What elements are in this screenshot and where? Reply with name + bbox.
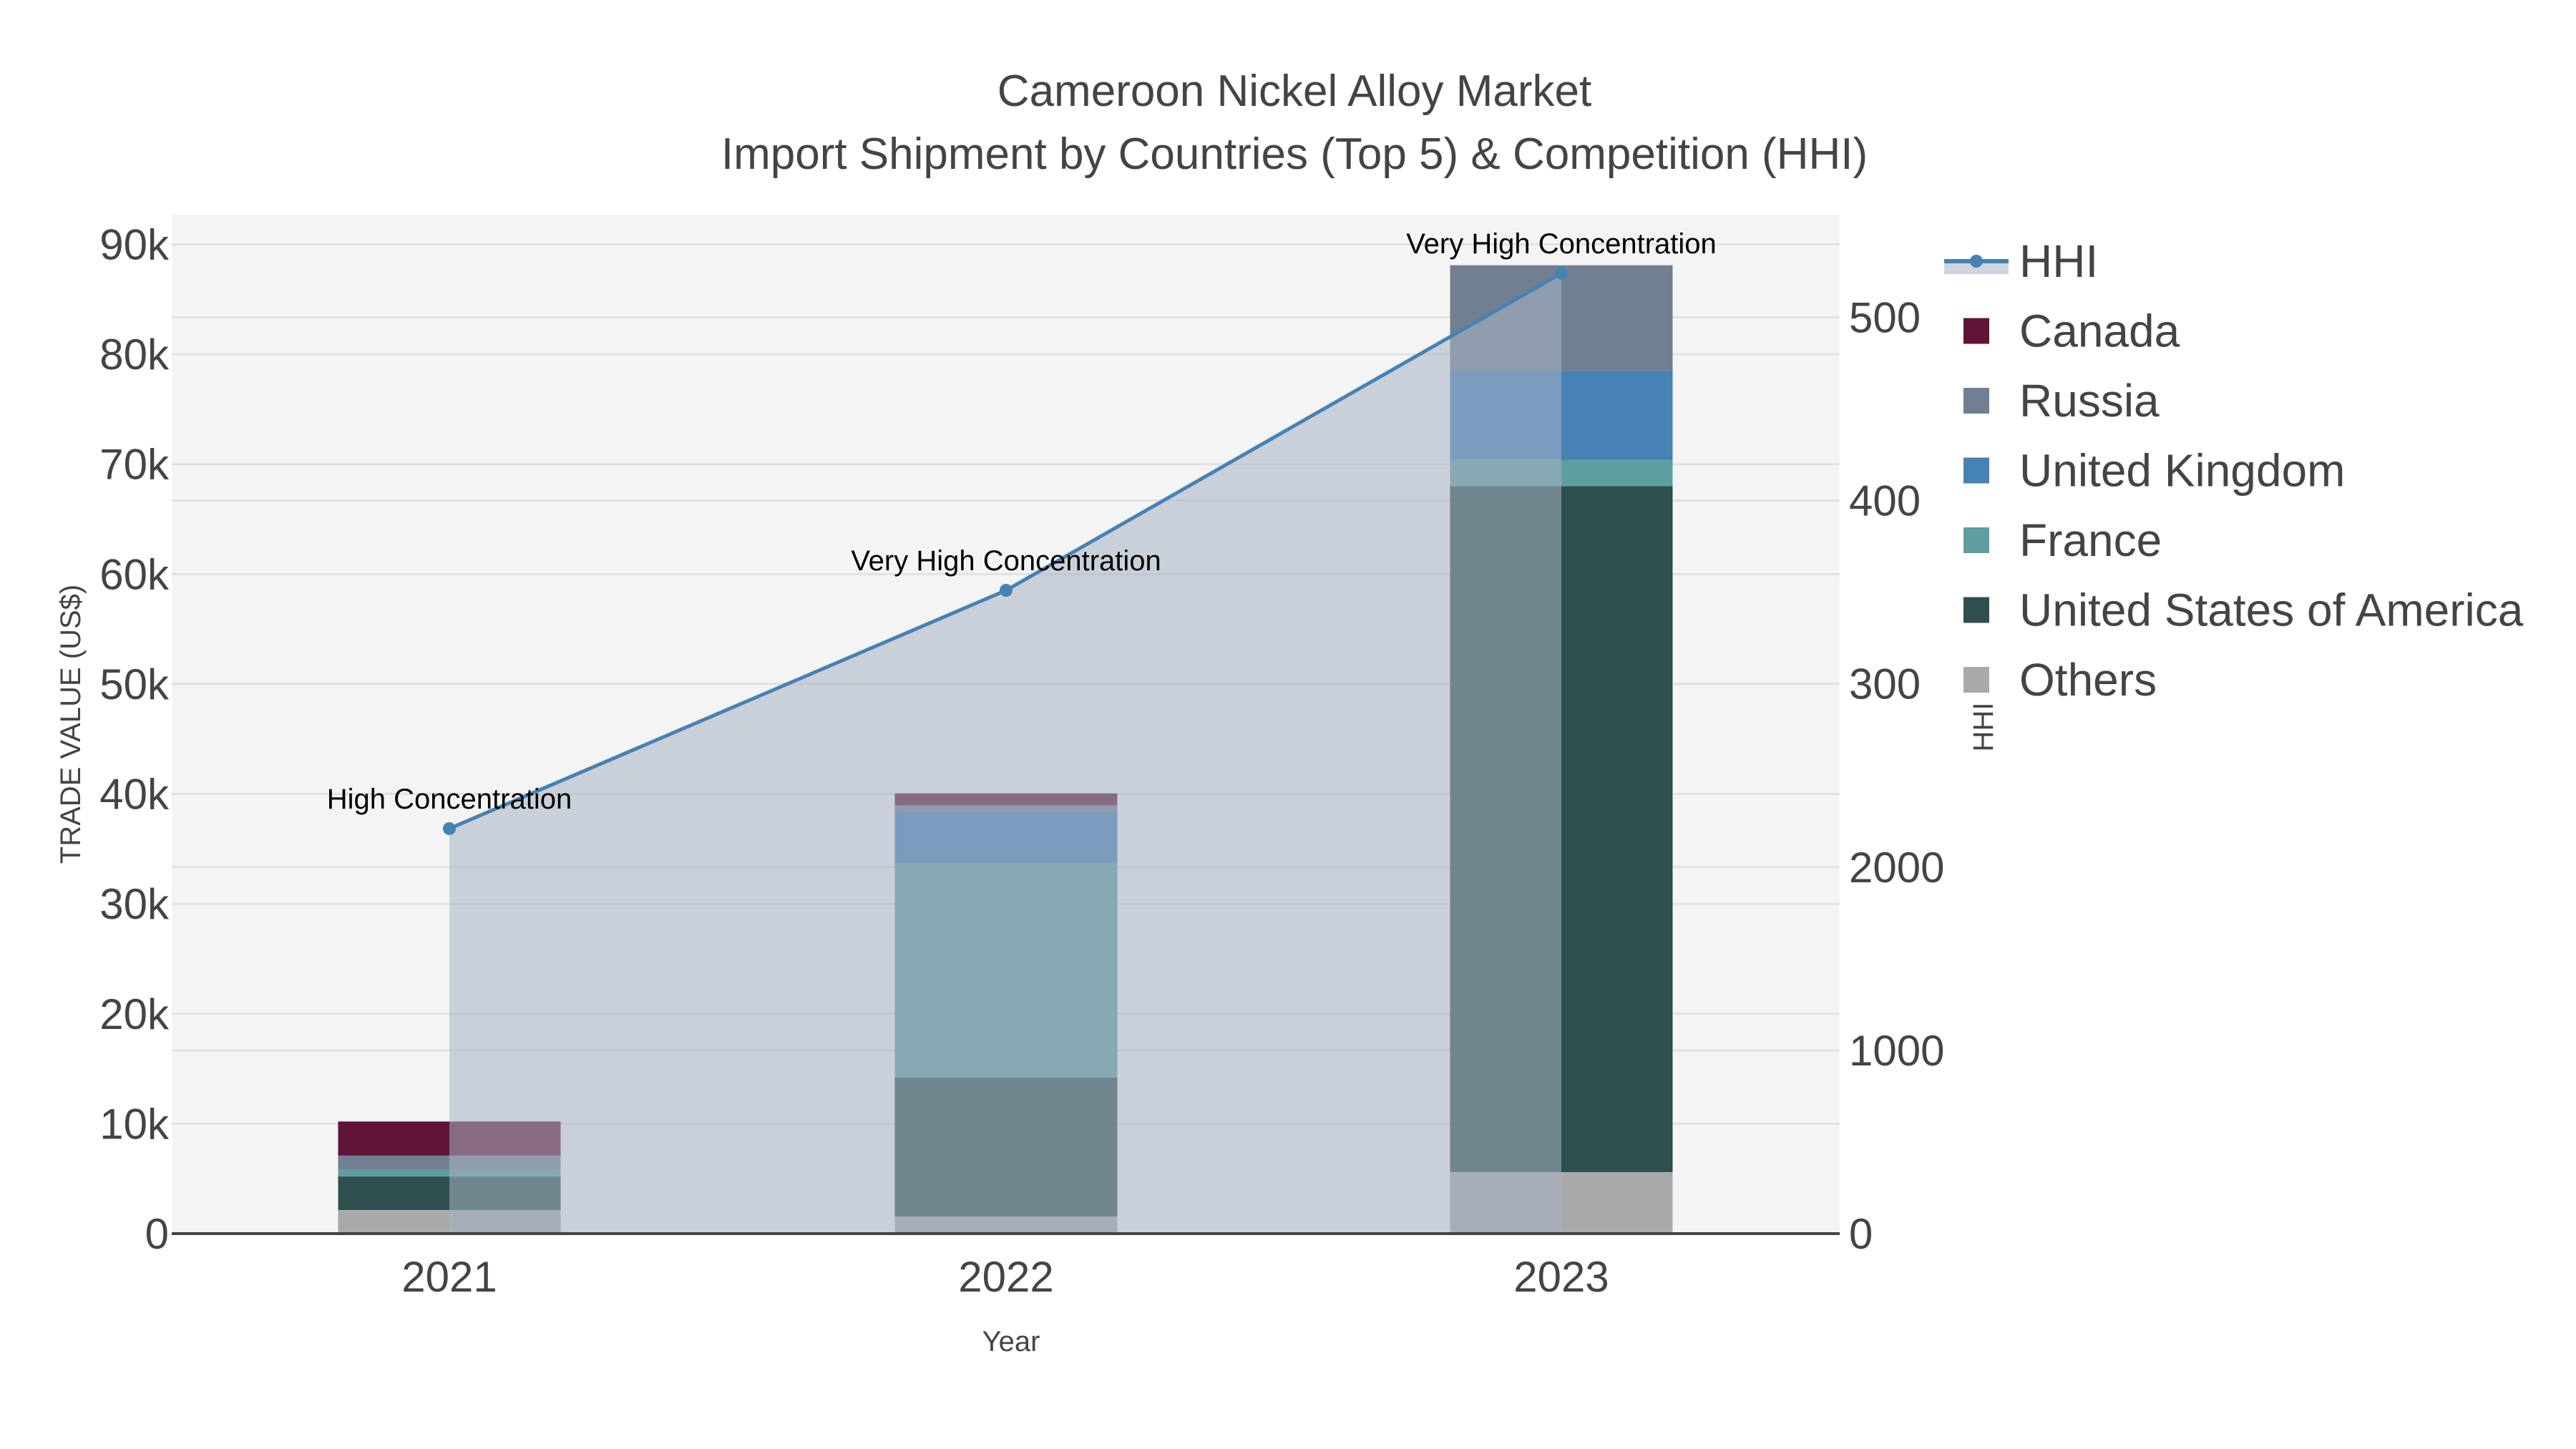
hhi-series <box>443 266 1568 1234</box>
y-right-tick: 2000 <box>1849 844 1944 892</box>
y-left-tick: 90k <box>99 220 170 268</box>
chart-title-line2: Import Shipment by Countries (Top 5) & C… <box>721 130 1868 179</box>
legend-swatch-icon <box>1963 318 1989 344</box>
legend-item-canada[interactable]: Canada <box>1963 306 2180 357</box>
y-right-tick-labels: 0 1000 2000 300 400 500 <box>1849 293 1944 1258</box>
x-tick: 2021 <box>401 1253 497 1301</box>
legend-item-united-kingdom[interactable]: United Kingdom <box>1963 445 2345 497</box>
legend-swatch-icon <box>1963 597 1989 623</box>
legend-swatch-icon <box>1963 457 1989 484</box>
y-right-tick: 400 <box>1849 477 1921 525</box>
y-right-tick: 0 <box>1849 1210 1873 1258</box>
y-left-tick: 80k <box>99 331 170 379</box>
legend-item-others[interactable]: Others <box>1963 654 2157 706</box>
y-right-tick: 300 <box>1849 660 1921 708</box>
legend-label: Others <box>2019 654 2157 706</box>
legend-item-hhi[interactable]: HHI <box>1944 235 2098 287</box>
hhi-annotation: High Concentration <box>327 784 572 815</box>
y-left-tick: 40k <box>99 771 170 819</box>
legend-item-united-states-of-america[interactable]: United States of America <box>1963 585 2524 636</box>
x-axis-title: Year <box>982 1326 1040 1357</box>
y-left-tick: 60k <box>99 550 170 598</box>
legend-swatch-icon <box>1963 388 1989 414</box>
x-tick: 2023 <box>1513 1253 1609 1301</box>
x-tick: 2022 <box>958 1253 1053 1301</box>
legend-label: HHI <box>2019 235 2098 287</box>
hhi-marker-icon <box>1970 255 1983 268</box>
y-left-axis-title: TRADE VALUE (US$) <box>55 585 87 864</box>
hhi-marker[interactable] <box>443 821 456 835</box>
y-left-tick: 50k <box>99 660 170 708</box>
hhi-annotation: Very High Concentration <box>1406 228 1717 260</box>
legend-label: United States of America <box>2019 585 2524 636</box>
legend: HHI Canada Russia United Kingdom France Unite… <box>1944 235 2524 706</box>
legend-label: France <box>2019 514 2162 566</box>
legend-swatch-icon <box>1963 667 1989 693</box>
y-left-tick: 70k <box>99 441 170 489</box>
y-left-tick: 0 <box>145 1210 169 1258</box>
y-left-tick: 10k <box>99 1100 170 1148</box>
y-left-tick-labels: 0 10k 20k 30k 40k 50k 60k 70k 80k 90k <box>99 220 170 1258</box>
hhi-annotation: Very High Concentration <box>851 545 1161 577</box>
legend-label: Russia <box>2019 375 2160 426</box>
hhi-marker[interactable] <box>1555 266 1568 280</box>
legend-item-france[interactable]: France <box>1963 514 2162 566</box>
y-right-tick: 1000 <box>1849 1027 1944 1075</box>
x-tick-labels: 2021 2022 2023 <box>401 1253 1609 1301</box>
legend-item-russia[interactable]: Russia <box>1963 375 2160 426</box>
legend-swatch-icon <box>1963 527 1989 553</box>
legend-label: Canada <box>2019 306 2180 357</box>
y-left-tick: 30k <box>99 880 170 928</box>
legend-label: United Kingdom <box>2019 445 2345 497</box>
y-right-axis-title: HHI <box>1968 703 1999 752</box>
hhi-marker[interactable] <box>1000 584 1013 597</box>
chart-title-line1: Cameroon Nickel Alloy Market <box>997 67 1591 116</box>
y-left-tick: 20k <box>99 990 170 1038</box>
hhi-area <box>449 273 1561 1234</box>
hhi-annotations: High Concentration Very High Concentratio… <box>327 228 1717 815</box>
y-right-tick: 500 <box>1849 293 1921 341</box>
